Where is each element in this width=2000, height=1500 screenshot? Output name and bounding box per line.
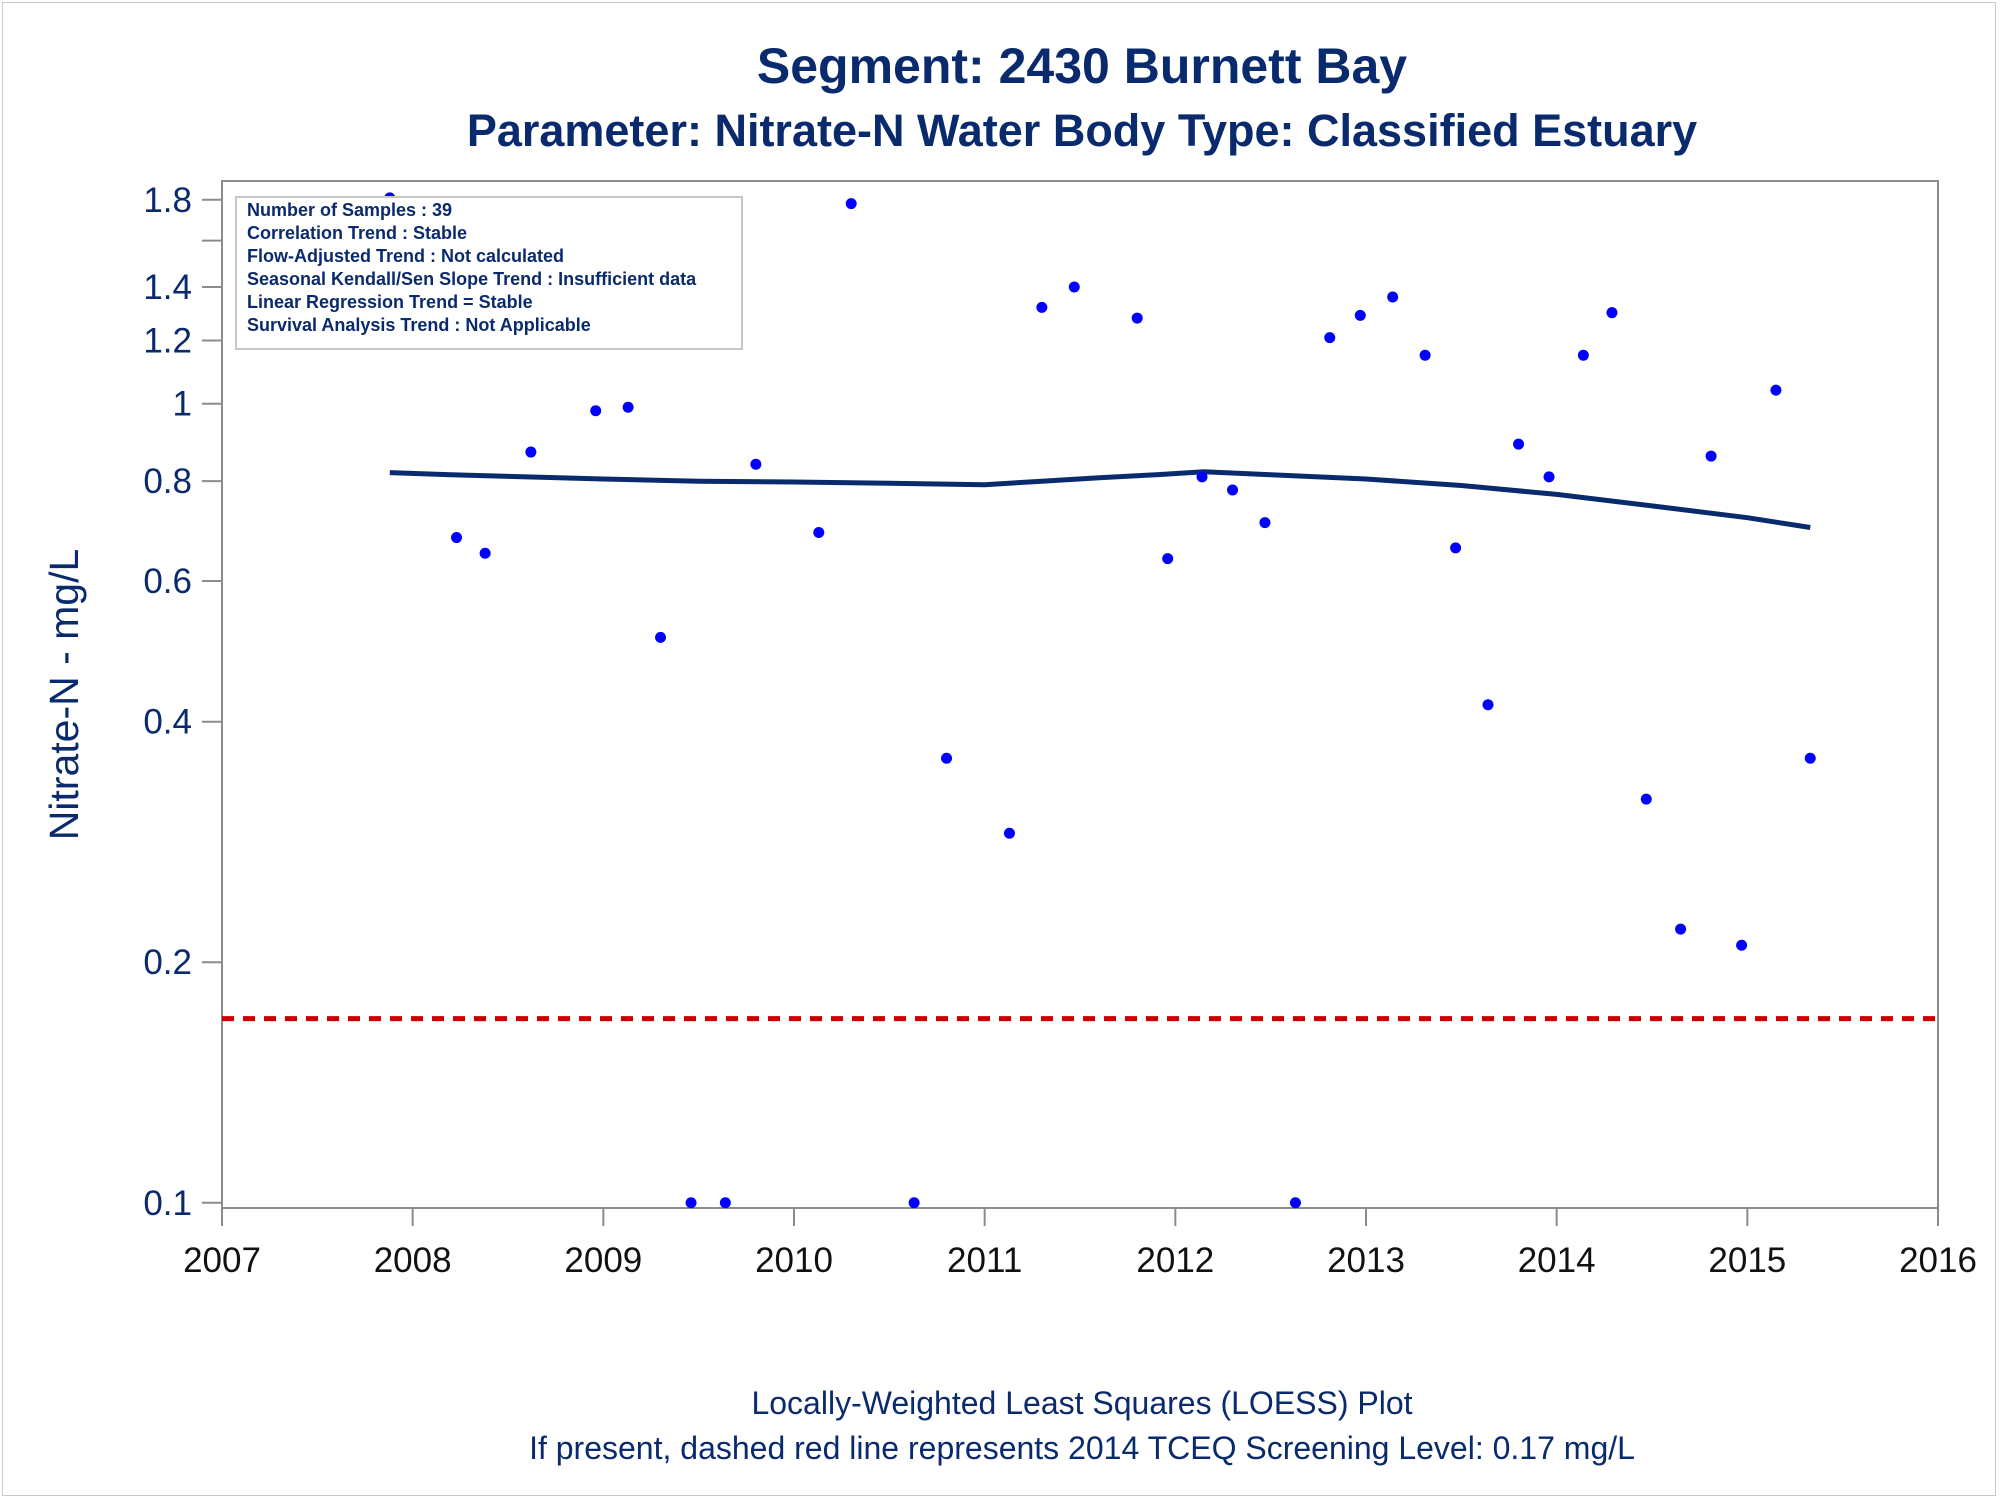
y-tick-label: 0.1 (143, 1184, 192, 1223)
data-point (1577, 349, 1589, 361)
data-point (1482, 699, 1494, 711)
chart-title: Segment: 2430 Burnett Bay (757, 38, 1407, 94)
data-point (622, 401, 634, 413)
stats-line: Survival Analysis Trend : Not Applicable (247, 315, 591, 335)
data-point (750, 458, 762, 470)
y-tick-label: 0.2 (143, 943, 192, 982)
data-point (1227, 484, 1239, 496)
footnote-loess: Locally-Weighted Least Squares (LOESS) P… (751, 1385, 1412, 1421)
plot-area-border (221, 180, 1939, 1209)
x-tick-label: 2014 (1518, 1241, 1596, 1280)
data-point (1640, 793, 1652, 805)
data-point (451, 532, 463, 544)
x-tick-label: 2013 (1327, 1241, 1405, 1280)
data-point (1068, 281, 1080, 293)
x-tick-label: 2010 (755, 1241, 833, 1280)
data-point (1804, 752, 1816, 764)
loess-line (389, 469, 1811, 530)
y-tick-label: 1.8 (143, 181, 192, 220)
data-point (1289, 1197, 1301, 1209)
data-point (1419, 349, 1431, 361)
data-point (525, 446, 537, 458)
data-point (1387, 291, 1399, 303)
data-point (1003, 827, 1015, 839)
y-tick-label: 0.6 (143, 562, 192, 601)
data-point (1513, 438, 1525, 450)
stats-line: Seasonal Kendall/Sen Slope Trend : Insuf… (247, 269, 697, 289)
data-point (1770, 384, 1782, 396)
data-point (1196, 471, 1208, 483)
x-tick-label: 2016 (1899, 1241, 1977, 1280)
data-point (1036, 301, 1048, 313)
data-point (590, 405, 602, 417)
data-point (1543, 471, 1555, 483)
stats-line: Linear Regression Trend = Stable (247, 292, 533, 312)
footnote-screening-level: If present, dashed red line represents 2… (529, 1430, 1635, 1466)
data-point (941, 752, 953, 764)
data-point (719, 1197, 731, 1209)
data-point (1675, 923, 1687, 935)
data-point (1259, 517, 1271, 529)
stats-line: Correlation Trend : Stable (247, 223, 467, 243)
y-tick-label: 1.4 (143, 268, 192, 307)
chart-subtitle: Parameter: Nitrate-N Water Body Type: Cl… (467, 105, 1697, 156)
x-tick-label: 2015 (1708, 1241, 1786, 1280)
data-point (1450, 542, 1462, 554)
data-point (1606, 307, 1618, 319)
data-point (1131, 312, 1143, 324)
y-tick-label: 0.8 (143, 462, 192, 501)
data-point (1705, 450, 1717, 462)
data-point (845, 198, 857, 210)
data-point (813, 526, 825, 538)
y-tick-label: 1.2 (143, 321, 192, 360)
data-point (1736, 939, 1748, 951)
data-point (1324, 332, 1336, 344)
y-tick-label: 0.4 (143, 703, 192, 742)
data-point (908, 1197, 920, 1209)
data-point (655, 631, 667, 643)
stats-line: Flow-Adjusted Trend : Not calculated (247, 246, 564, 266)
stats-line: Number of Samples : 39 (247, 200, 452, 220)
y-axis-label: Nitrate-N - mg/L (41, 549, 87, 841)
data-point (1354, 309, 1366, 321)
x-tick-label: 2011 (947, 1241, 1022, 1280)
x-tick-label: 2012 (1136, 1241, 1214, 1280)
x-tick-label: 2008 (374, 1241, 452, 1280)
y-tick-label: 1 (173, 385, 192, 424)
x-tick-label: 2007 (183, 1241, 261, 1280)
data-point (1162, 553, 1174, 565)
x-tick-label: 2009 (564, 1241, 642, 1280)
stats-box (235, 196, 743, 350)
data-point (479, 547, 491, 559)
data-point (685, 1197, 697, 1209)
